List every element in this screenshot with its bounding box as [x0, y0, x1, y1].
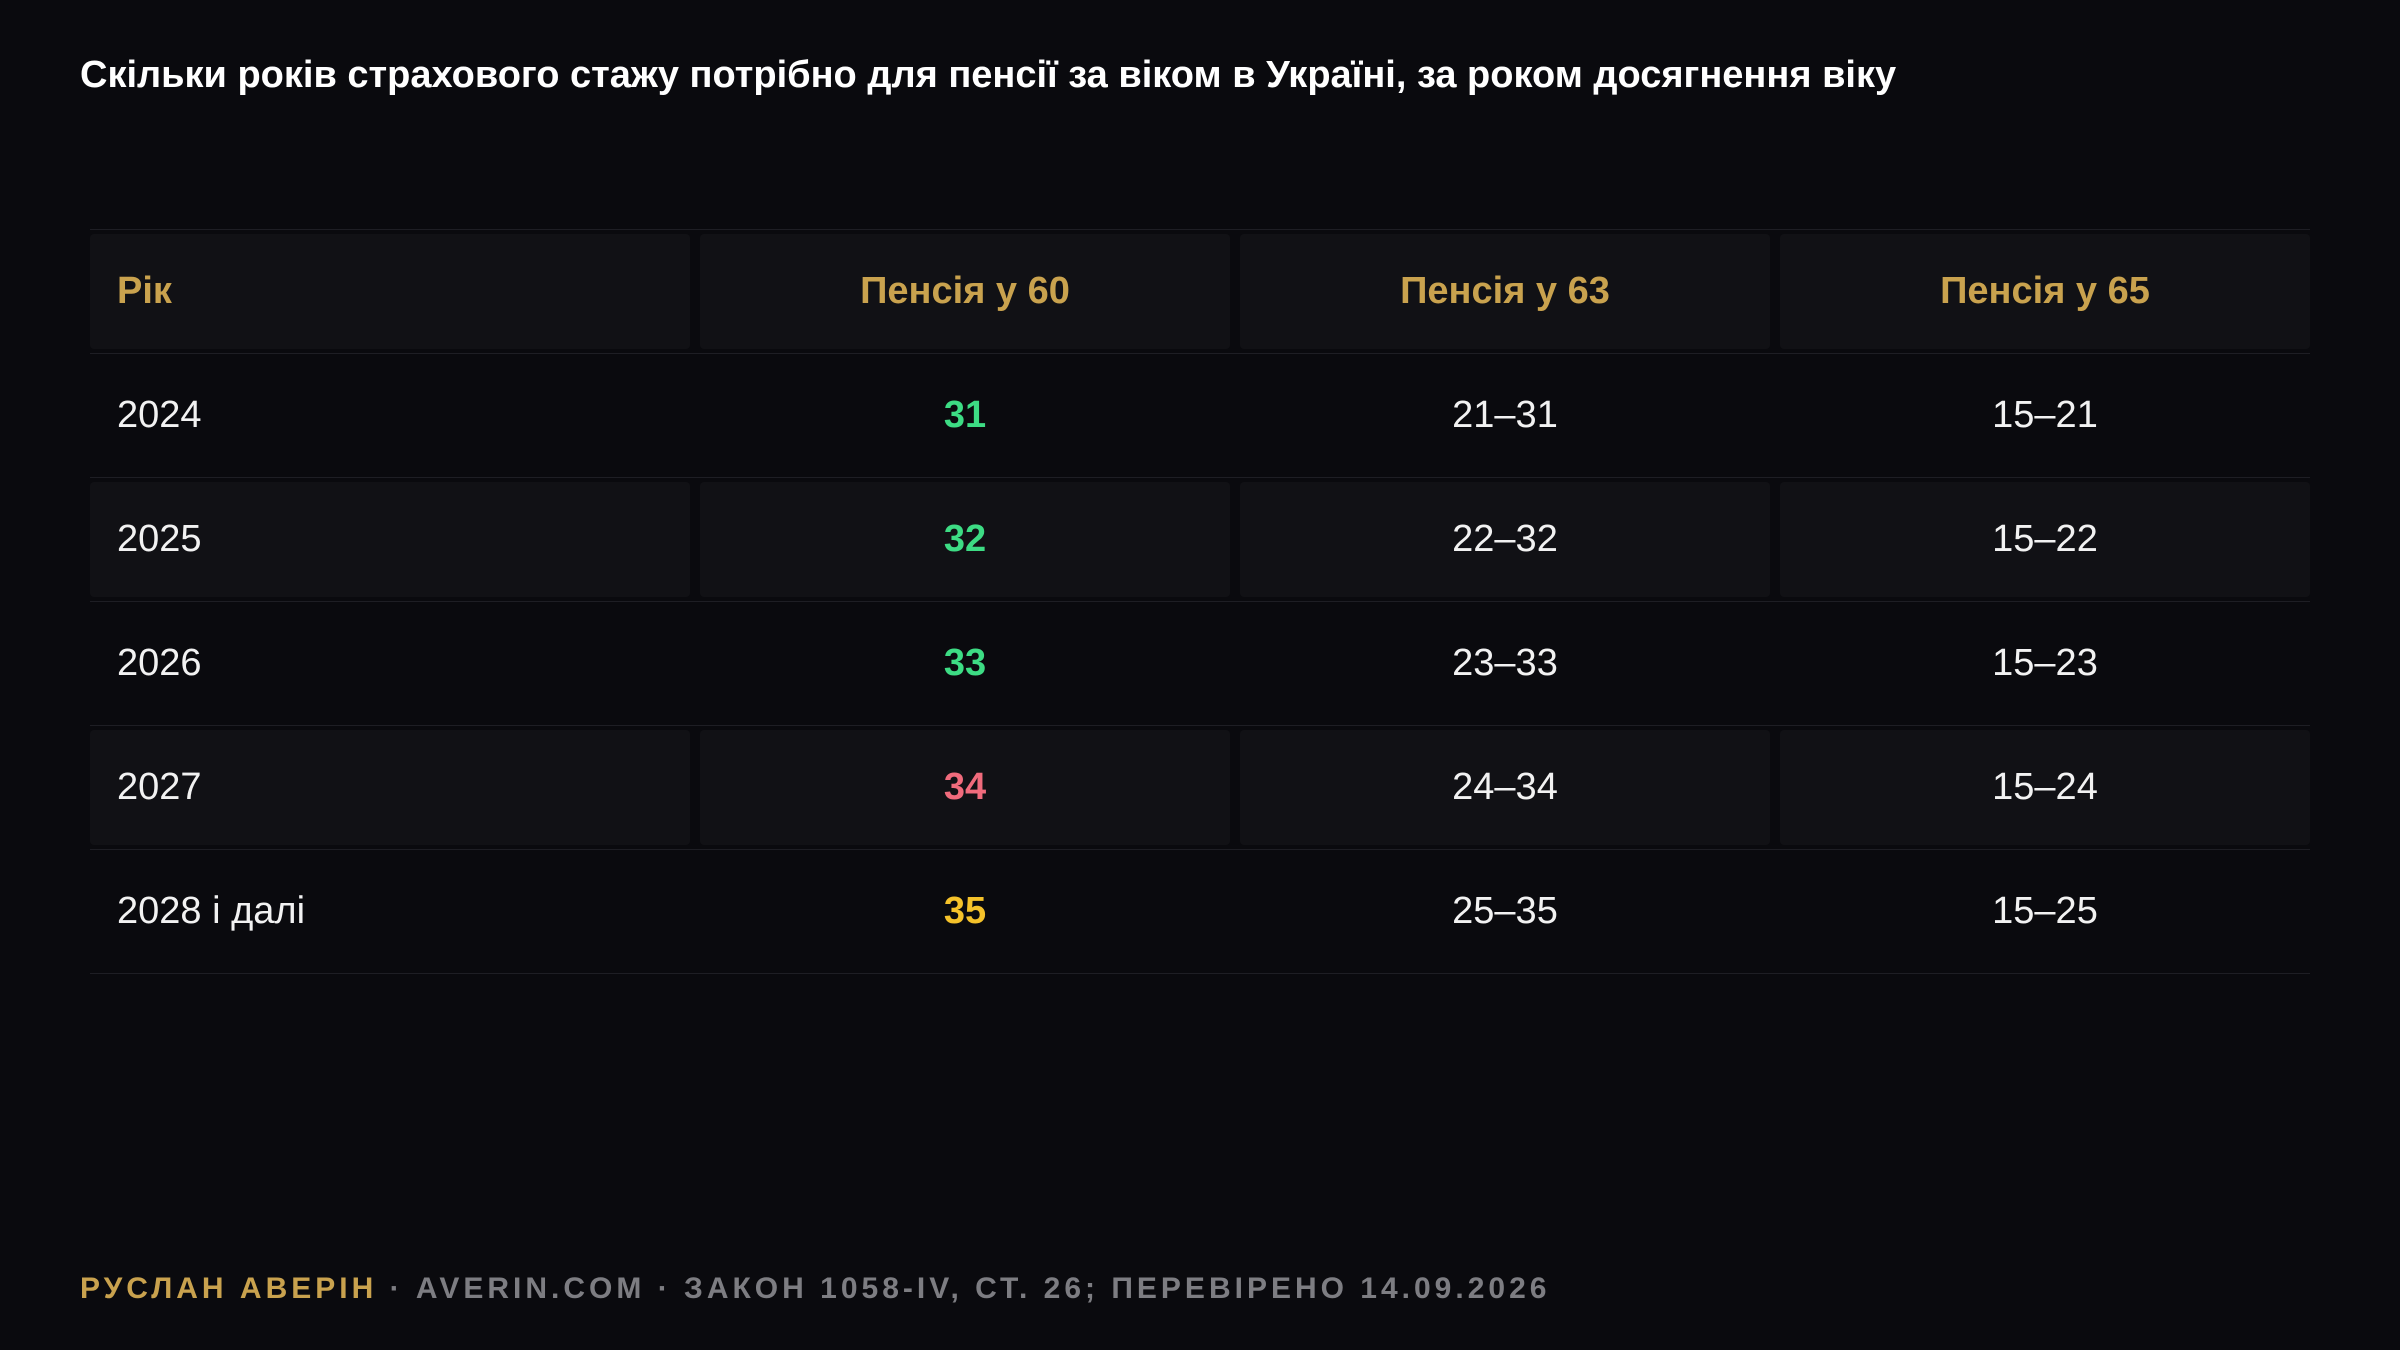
cell-year: 2025: [90, 482, 690, 597]
table-top-rule: [90, 229, 2310, 230]
cell-age-63: 21–31: [1452, 394, 1558, 436]
pension-table: Рік Пенсія у 60 Пенсія у 63 Пенсія у 65 …: [90, 229, 2310, 974]
chart-title: Скільки років страхового стажу потрібно …: [80, 54, 1897, 96]
cell-age-63: 25–35: [1452, 890, 1558, 932]
cell-year: 2026: [117, 642, 202, 684]
table-row: 2025 32 22–32 15–22: [90, 478, 2310, 602]
cell-age-60: 32: [700, 482, 1230, 597]
cell-age-65: 15–24: [1780, 730, 2310, 845]
table-row: 2024 31 21–31 15–21: [90, 354, 2310, 478]
source-text: · AVERIN.COM · ЗАКОН 1058-IV, СТ. 26; ПЕ…: [377, 1272, 1551, 1305]
header-age-65: Пенсія у 65: [1780, 234, 2310, 349]
cell-age-65: 15–25: [1992, 890, 2098, 932]
header-age-63: Пенсія у 63: [1240, 234, 1770, 349]
table-row: 2027 34 24–34 15–24: [90, 726, 2310, 850]
table-row: 2028 і далі 35 25–35 15–25: [90, 850, 2310, 974]
cell-year: 2028 і далі: [117, 890, 306, 932]
cell-age-65: 15–23: [1992, 642, 2098, 684]
header-age-60: Пенсія у 60: [700, 234, 1230, 349]
table-header-row: Рік Пенсія у 60 Пенсія у 63 Пенсія у 65: [90, 230, 2310, 354]
cell-age-60: 31: [943, 394, 987, 436]
cell-age-63: 23–33: [1452, 642, 1558, 684]
cell-age-65: 15–21: [1992, 394, 2098, 436]
cell-age-60: 34: [700, 730, 1230, 845]
cell-year: 2024: [117, 394, 202, 436]
cell-age-63: 24–34: [1240, 730, 1770, 845]
cell-age-65: 15–22: [1780, 482, 2310, 597]
source-footer: РУСЛАН АВЕРІН · AVERIN.COM · ЗАКОН 1058-…: [80, 1272, 1550, 1306]
header-year: Рік: [90, 234, 690, 349]
cell-year: 2027: [90, 730, 690, 845]
cell-age-60: 35: [943, 890, 987, 932]
author-name: РУСЛАН АВЕРІН: [80, 1272, 378, 1305]
cell-age-60: 33: [943, 642, 987, 684]
cell-age-63: 22–32: [1240, 482, 1770, 597]
table-row: 2026 33 23–33 15–23: [90, 602, 2310, 726]
